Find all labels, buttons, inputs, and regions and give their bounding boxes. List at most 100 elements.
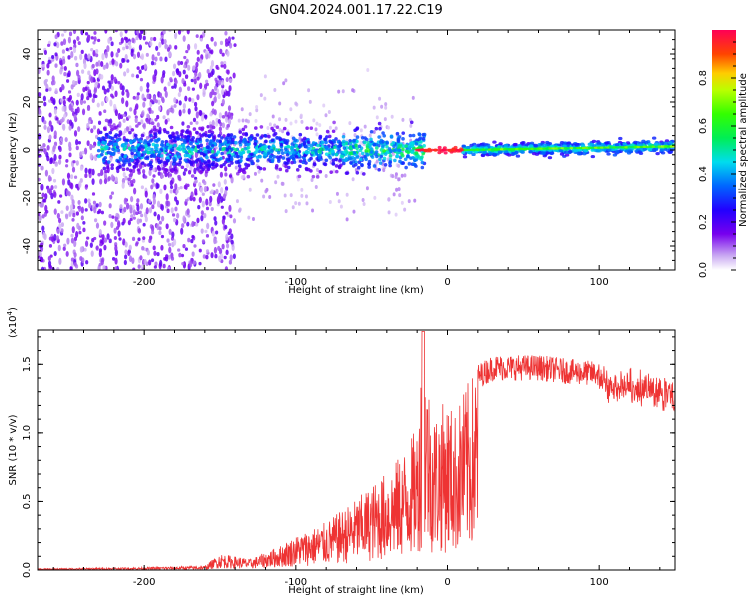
spectrogram-cell	[38, 108, 42, 115]
spectrogram-cell	[162, 115, 166, 120]
spectrogram-cell	[255, 104, 259, 109]
spectrogram-cell	[75, 145, 79, 151]
spectrogram-cell	[366, 68, 370, 73]
spectrogram-cell	[280, 151, 285, 155]
spectrogram-cell	[112, 126, 117, 130]
spectrogram-cell	[75, 230, 79, 239]
spectrogram-cell	[217, 93, 221, 100]
spectrogram-cell	[182, 108, 186, 114]
spectrogram-cell	[206, 159, 211, 164]
spectrogram-cell	[100, 210, 105, 215]
spectrogram-cell	[385, 140, 389, 145]
spectrogram-cell	[131, 145, 135, 150]
spectrogram-cell	[195, 121, 199, 125]
spectrogram-cell	[167, 266, 171, 270]
spectrogram-cell	[82, 100, 87, 104]
spectrogram-cell	[224, 31, 228, 36]
spectrogram-cell	[91, 144, 96, 149]
spectrogram-cell	[392, 144, 396, 149]
spectrogram-cell	[193, 78, 197, 85]
spectrogram-cell	[266, 126, 270, 131]
spectrogram-cell	[294, 155, 299, 159]
spectrogram-cell	[169, 180, 173, 187]
spectrogram-cell	[286, 158, 291, 163]
spectrogram-cell	[192, 260, 196, 265]
spectrogram-cell	[191, 144, 196, 149]
spectrogram-cell	[84, 198, 88, 204]
spectrogram-cell	[183, 168, 188, 172]
spectrogram-cell	[178, 109, 182, 117]
spectrogram-cell	[51, 167, 55, 175]
spectrogram-cell	[232, 72, 236, 79]
spectrogram-cell	[337, 199, 341, 204]
spectrogram-cell	[307, 88, 311, 93]
spectrogram-cell	[132, 165, 137, 169]
spectrogram-cell	[156, 183, 160, 189]
spectrogram-cell	[141, 245, 145, 251]
spectrogram-cell	[164, 90, 168, 98]
spectrogram-cell	[229, 214, 233, 219]
spectrogram-cell	[171, 107, 175, 114]
spectrogram-cell	[255, 155, 260, 160]
spectrogram-cell	[210, 149, 215, 154]
spectrogram-cell	[398, 159, 402, 164]
spectrogram-cell	[135, 241, 139, 245]
spectrogram-cell	[407, 199, 411, 204]
spectrogram-cell	[420, 165, 425, 170]
spectrogram-cell	[215, 230, 219, 235]
spectrogram-cell	[157, 153, 161, 158]
spectrogram-cell	[143, 175, 148, 179]
spectrogram-cell	[200, 127, 204, 132]
spectrogram-cell	[465, 145, 470, 150]
spectrogram-cell	[98, 250, 102, 258]
spectrogram-cell	[221, 79, 225, 86]
spectrogram-cell	[166, 155, 170, 160]
spectrogram-cell	[98, 229, 102, 236]
spectrogram-cell	[211, 153, 215, 158]
colorbar-label: Normalized spectral amplitude	[738, 73, 749, 227]
spectrogram-cell	[325, 129, 330, 134]
spectrogram-cell	[121, 167, 126, 172]
spectrogram-cell	[73, 252, 77, 258]
spectrogram-cell	[132, 138, 137, 143]
spectrogram-cell	[169, 144, 173, 148]
spectrogram-cell	[411, 155, 415, 160]
spectrogram-cell	[521, 140, 526, 145]
spectrogram-cell	[286, 165, 291, 170]
spectrogram-cell	[51, 55, 55, 59]
spectrogram-cell	[547, 156, 553, 160]
spectrogram-cell	[46, 63, 50, 69]
spectrogram-cell	[377, 167, 381, 172]
spectrogram-cell	[46, 43, 51, 47]
spectrogram-cell	[222, 193, 227, 200]
spectrogram-cell	[65, 79, 70, 83]
spectrogram-cell	[153, 265, 157, 269]
spectrogram-cell	[218, 126, 222, 132]
spectrogram-cell	[174, 206, 178, 212]
spectrogram-cell	[193, 180, 197, 184]
spectrogram-cell	[284, 78, 288, 83]
spectrogram-cell	[54, 63, 58, 68]
spectrogram-cell	[177, 248, 181, 252]
spectrogram-cell	[228, 85, 232, 92]
spectrogram-cell	[44, 169, 49, 177]
snr-marks	[38, 331, 675, 570]
spectrogram-cell	[420, 160, 425, 165]
spectrogram-cell	[167, 81, 171, 87]
spectrogram-cell	[47, 59, 51, 65]
spectrogram-cell	[117, 48, 121, 54]
spectrogram-cell	[233, 43, 237, 47]
spectrogram-cell	[324, 113, 328, 118]
spectrogram-cell	[192, 196, 196, 202]
spectrogram-cell	[182, 69, 186, 75]
spectrogram-cell	[201, 192, 205, 196]
spectrogram-cell	[279, 142, 284, 147]
spectrogram-cell	[251, 216, 255, 221]
spectrogram-cell	[223, 140, 228, 144]
spectrogram-cell	[103, 244, 107, 251]
spectrogram-cell	[321, 140, 325, 145]
spectrogram-cell	[241, 118, 245, 123]
spectrogram-cell	[419, 140, 423, 144]
spectrogram-cell	[211, 135, 216, 140]
spectrogram-cell	[358, 157, 363, 162]
